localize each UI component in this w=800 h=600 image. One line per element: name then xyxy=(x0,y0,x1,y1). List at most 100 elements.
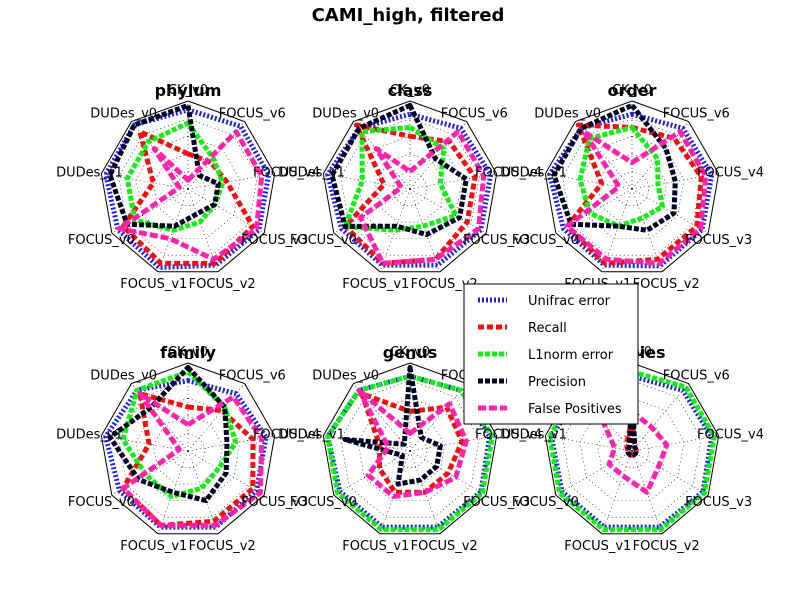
grid-spoke xyxy=(157,450,189,534)
axis-label-focus-v3: FOCUS_v3 xyxy=(241,495,308,510)
grid-spoke xyxy=(555,188,633,234)
axis-label-focus-v4: FOCUS_v4 xyxy=(475,428,542,443)
axis-label-dudes-v1: DUDes_v1 xyxy=(278,428,345,443)
axis-label-ck-v0: CK_v0 xyxy=(390,345,430,360)
grid-ring xyxy=(118,118,258,256)
grid-spoke xyxy=(631,188,709,234)
axis-label-focus-v6: FOCUS_v6 xyxy=(219,106,286,121)
axis-label-dudes-v1: DUDes_v1 xyxy=(56,166,123,181)
axis-label-ck-v0: CK_v0 xyxy=(168,83,208,98)
grid-spoke xyxy=(601,450,633,534)
axis-label-dudes-v0: DUDes_v0 xyxy=(312,368,379,383)
axis-label-dudes-v1: DUDes_v1 xyxy=(500,428,567,443)
grid-spoke xyxy=(409,173,497,190)
axis-label-focus-v0: FOCUS_v0 xyxy=(68,233,135,248)
legend: Unifrac error Recall L1norm error Precision… xyxy=(463,283,639,425)
axis-label-dudes-v1: DUDes_v1 xyxy=(278,166,345,181)
grid-spoke xyxy=(187,121,245,190)
axis-label-focus-v4: FOCUS_v4 xyxy=(697,428,764,443)
figure-title: CAMI_high, filtered xyxy=(312,5,505,26)
series-false-positives xyxy=(564,129,709,266)
axis-label-ck-v0: CK_v0 xyxy=(612,83,652,98)
series-false-positives xyxy=(595,408,670,495)
axis-label-focus-v1: FOCUS_v1 xyxy=(342,539,409,554)
grid-spoke xyxy=(323,173,411,190)
series-precision xyxy=(625,386,639,458)
grid-spoke xyxy=(379,450,411,534)
panel-frame xyxy=(100,100,276,273)
axis-label-focus-v2: FOCUS_v2 xyxy=(411,539,478,554)
panel-title: class xyxy=(388,81,433,100)
grid-spoke xyxy=(379,188,411,272)
axis-label-focus-v1: FOCUS_v1 xyxy=(120,539,187,554)
axis-label-focus-v4: FOCUS_v4 xyxy=(697,166,764,181)
grid-spoke xyxy=(409,121,467,190)
series-false-positives xyxy=(358,129,487,266)
axis-label-focus-v3: FOCUS_v3 xyxy=(463,233,530,248)
grid-ring xyxy=(562,380,702,518)
axis-label-focus-v0: FOCUS_v0 xyxy=(512,495,579,510)
series-precision xyxy=(329,102,469,237)
grid-spoke xyxy=(111,450,189,496)
legend-label-unifrac-error: Unifrac error xyxy=(528,294,611,309)
panel-frame xyxy=(544,100,720,273)
axis-label-focus-v6: FOCUS_v6 xyxy=(663,368,730,383)
radar-panel-order: CK_v0 FOCUS_v6 FOCUS_v4 FOCUS_v3 FOCUS_v2 FOC… xyxy=(500,81,764,292)
series-precision xyxy=(107,364,230,504)
grid-spoke xyxy=(601,188,633,272)
axis-label-dudes-v1: DUDes_v1 xyxy=(56,428,123,443)
axis-label-focus-v4: FOCUS_v4 xyxy=(253,166,320,181)
legend-label-l1norm-error: L1norm error xyxy=(528,348,614,363)
axis-label-focus-v2: FOCUS_v2 xyxy=(189,539,256,554)
series-l1norm-error xyxy=(120,369,239,499)
grid-spoke xyxy=(545,173,633,190)
axis-label-focus-v6: FOCUS_v6 xyxy=(441,106,508,121)
grid-spoke xyxy=(575,121,633,190)
axis-label-dudes-v0: DUDes_v0 xyxy=(90,106,157,121)
grid-spoke xyxy=(187,450,219,534)
series-l1norm-error xyxy=(124,120,226,233)
panel-title: family xyxy=(160,343,216,362)
series-unifrac-error xyxy=(103,378,269,530)
panel-title: order xyxy=(607,81,656,100)
axis-label-ck-v0: CK_v0 xyxy=(168,345,208,360)
axis-label-focus-v0: FOCUS_v0 xyxy=(512,233,579,248)
axis-label-focus-v2: FOCUS_v2 xyxy=(633,277,700,292)
series-precision xyxy=(342,364,443,487)
series-precision xyxy=(107,102,221,229)
axis-label-dudes-v0: DUDes_v0 xyxy=(534,106,601,121)
grid-spoke xyxy=(111,188,189,234)
grid-spoke xyxy=(187,188,219,272)
axis-label-focus-v4: FOCUS_v4 xyxy=(253,428,320,443)
series-false-positives xyxy=(356,387,469,499)
axis-label-focus-v2: FOCUS_v2 xyxy=(633,539,700,554)
radar-panel-family: CK_v0FOCUS_v6FOCUS_v4FOCUS_v3FOCUS_v2FOC… xyxy=(56,343,320,554)
grid-spoke xyxy=(187,188,265,234)
axis-label-focus-v3: FOCUS_v3 xyxy=(463,495,530,510)
grid-spoke xyxy=(555,450,633,496)
grid-spoke xyxy=(409,188,441,272)
legend-label-precision: Precision xyxy=(528,375,586,390)
grid-spoke xyxy=(101,173,189,190)
grid-spoke xyxy=(631,383,689,452)
grid-spoke xyxy=(631,173,719,190)
axis-label-focus-v1: FOCUS_v1 xyxy=(120,277,187,292)
radar-panel-phylum: CK_v0FOCUS_v6FOCUS_v4FOCUS_v3FOCUS_v2FOC… xyxy=(56,81,320,292)
grid-ring xyxy=(340,118,480,256)
series-false-positives xyxy=(120,391,265,528)
panel-frame xyxy=(322,100,498,273)
axis-label-ck-v0: CK_v0 xyxy=(390,83,430,98)
panels-group: CK_v0FOCUS_v6FOCUS_v4FOCUS_v3FOCUS_v2FOC… xyxy=(56,81,764,554)
axis-label-focus-v3: FOCUS_v3 xyxy=(685,233,752,248)
axis-label-focus-v0: FOCUS_v0 xyxy=(68,495,135,510)
axis-label-focus-v1: FOCUS_v1 xyxy=(342,277,409,292)
grid-spoke xyxy=(631,450,709,496)
panel-title: genus xyxy=(383,343,438,362)
axis-label-focus-v3: FOCUS_v3 xyxy=(241,233,308,248)
axis-label-focus-v1: FOCUS_v1 xyxy=(564,539,631,554)
series-unifrac-error xyxy=(547,111,715,269)
axis-label-focus-v0: FOCUS_v0 xyxy=(290,233,357,248)
axis-label-focus-v4: FOCUS_v4 xyxy=(475,166,542,181)
